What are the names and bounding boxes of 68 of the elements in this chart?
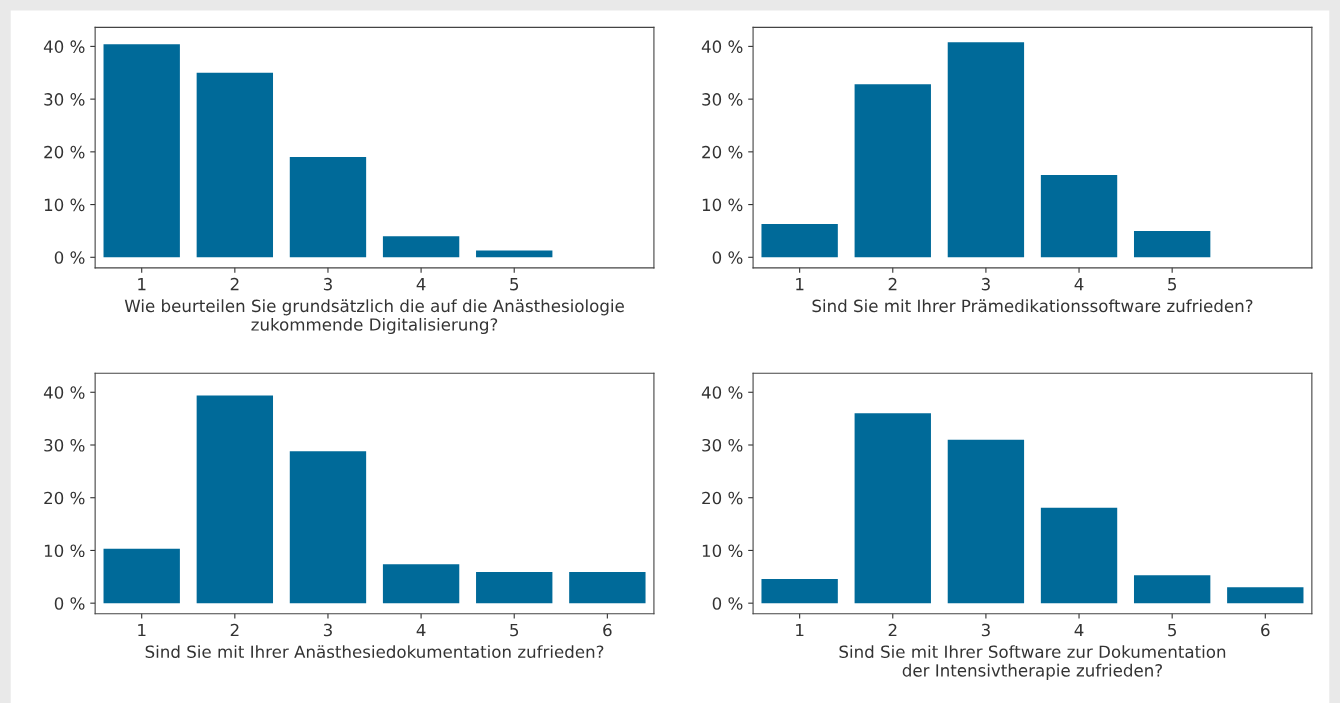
bar (196, 395, 274, 604)
bar (761, 224, 838, 258)
y-tick-label: 40 % (701, 40, 743, 53)
x-tick-label: 6 (1261, 623, 1270, 637)
bar (761, 578, 838, 604)
bar (103, 44, 180, 258)
x-tick-label: 2 (230, 623, 239, 637)
y-tick-label: 10 % (44, 544, 85, 558)
y-tick-label: 20 % (702, 145, 743, 159)
x-tick-label: 4 (416, 623, 426, 637)
bar (947, 42, 1025, 258)
bar (289, 451, 367, 604)
x-tick-label: 3 (981, 277, 990, 291)
y-tick-label: 20 % (44, 491, 85, 505)
y-tick-label: 10 % (702, 544, 743, 558)
x-tick-label: 4 (1074, 623, 1084, 637)
y-tick-label: 10 % (702, 198, 743, 212)
y-tick-label: 0 % (712, 597, 743, 610)
x-tick-label: 2 (230, 277, 239, 291)
y-tick-label: 0 % (54, 597, 85, 610)
x-tick-label: 4 (1074, 278, 1084, 291)
x-tick-label: 2 (888, 277, 897, 291)
x-tick-label: 1 (796, 623, 804, 637)
x-axis-title: Sind Sie mit Ihrer Prämedikationssoftware zufrieden? (812, 299, 1253, 313)
x-tick-label: 6 (603, 623, 612, 637)
bar (289, 157, 367, 258)
x-tick-label: 3 (323, 623, 332, 637)
bar (1133, 230, 1211, 258)
bar (854, 84, 931, 258)
y-tick-label: 30 % (44, 93, 85, 106)
bar (103, 548, 180, 604)
x-tick-label: 3 (323, 277, 332, 291)
bar (476, 250, 553, 258)
bar (569, 572, 646, 604)
x-tick-label: 4 (416, 278, 426, 291)
bar (1227, 587, 1304, 604)
x-tick-label: 5 (1168, 623, 1177, 637)
y-tick-label: 0 % (712, 251, 743, 264)
x-tick-label: 3 (981, 623, 990, 637)
x-tick-label: 5 (510, 623, 519, 637)
y-tick-label: 30 % (702, 438, 743, 452)
y-tick-label: 30 % (44, 438, 85, 452)
y-tick-label: 10 % (44, 198, 85, 212)
bar (947, 439, 1025, 604)
y-tick-label: 0 % (54, 251, 85, 264)
x-tick-label: 5 (1168, 278, 1177, 291)
bar (1040, 507, 1118, 604)
bar (382, 236, 460, 258)
y-tick-label: 20 % (702, 491, 743, 505)
y-tick-label: 40 % (43, 40, 85, 53)
bar (476, 572, 553, 604)
x-tick-label: 5 (510, 278, 519, 291)
bar (854, 413, 931, 604)
bar (1133, 575, 1211, 604)
y-tick-label: 40 % (701, 386, 743, 399)
x-tick-label: 2 (888, 623, 897, 637)
y-tick-label: 30 % (702, 93, 743, 106)
bar (196, 72, 274, 258)
x-axis-title: Sind Sie mit Ihrer Software zur Dokumentation der Intensivtherapie zufrieden? (839, 645, 1226, 680)
y-tick-label: 20 % (44, 145, 85, 159)
x-axis-title: Sind Sie mit Ihrer Anästhesiedokumentation zufrieden? (145, 645, 604, 659)
bar (1040, 175, 1118, 258)
x-tick-label: 1 (796, 278, 804, 291)
x-tick-label: 1 (138, 278, 146, 291)
y-tick-label: 40 % (43, 386, 85, 399)
x-axis-title: Wie beurteilen Sie grundsätzlich die auf die Anästhesiologie zukommende Digitalisierung? (124, 299, 624, 335)
x-tick-label: 1 (138, 623, 146, 637)
bar (382, 564, 460, 604)
